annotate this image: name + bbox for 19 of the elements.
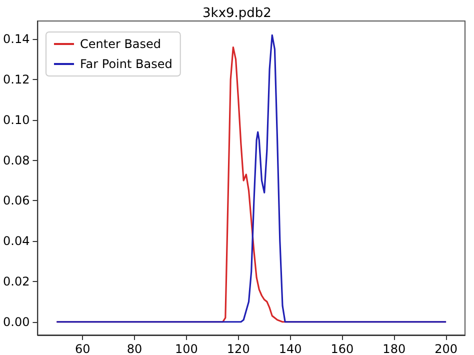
x-tick-label: 100 bbox=[175, 342, 198, 355]
x-tick-label: 160 bbox=[330, 342, 354, 355]
x-tick-label: 200 bbox=[434, 342, 458, 355]
x-tick-label: 120 bbox=[226, 342, 250, 355]
y-tick-label: 0.02 bbox=[3, 274, 30, 288]
y-tick-label: 0.08 bbox=[3, 153, 30, 168]
legend-label: Center Based bbox=[80, 37, 162, 51]
x-tick-label: 180 bbox=[382, 342, 406, 355]
y-tick-label: 0.10 bbox=[3, 112, 30, 127]
x-tick-label: 80 bbox=[126, 342, 142, 355]
chart-title: 3kx9.pdb2 bbox=[202, 6, 272, 21]
legend-label: Far Point Based bbox=[80, 57, 172, 71]
y-tick-label: 0.04 bbox=[3, 234, 30, 248]
x-tick-label: 60 bbox=[74, 342, 90, 355]
x-tick-label: 140 bbox=[278, 342, 302, 355]
y-tick-label: 0.06 bbox=[3, 194, 30, 208]
y-tick-label: 0.00 bbox=[3, 314, 30, 329]
y-tick-label: 0.12 bbox=[3, 72, 30, 87]
y-tick-label: 0.14 bbox=[3, 32, 30, 46]
